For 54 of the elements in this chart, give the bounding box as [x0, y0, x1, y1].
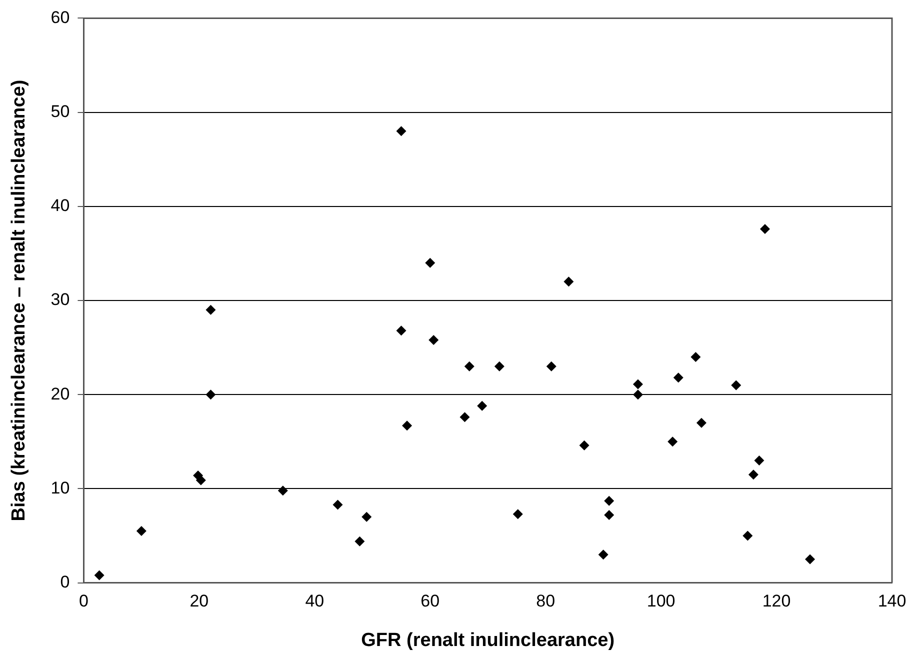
point: [278, 486, 288, 496]
x-axis-title: GFR (renalt inulinclearance): [361, 630, 615, 651]
point: [332, 500, 343, 510]
point: [396, 126, 406, 136]
point: [354, 536, 365, 546]
point: [396, 326, 406, 336]
point: [690, 352, 701, 362]
point: [428, 335, 439, 346]
point: [754, 455, 764, 466]
y-tick-label: 30: [50, 290, 70, 310]
x-tick-label: 40: [305, 592, 324, 611]
point: [206, 304, 216, 315]
point: [805, 554, 816, 564]
point: [731, 380, 742, 390]
point: [362, 512, 372, 522]
point: [696, 418, 706, 428]
y-axis-title: Bias (kreatininclearance – renalt inulinclearance): [8, 80, 30, 522]
point: [494, 361, 504, 372]
point: [564, 276, 574, 287]
x-tick-label: 60: [420, 592, 440, 611]
y-tick-label: 50: [50, 102, 70, 121]
point: [742, 530, 753, 541]
y-tick-label: 20: [50, 384, 70, 404]
x-tick-label: 80: [536, 592, 556, 611]
y-tick-label: 60: [50, 8, 70, 27]
point: [604, 510, 614, 520]
point: [673, 372, 684, 383]
x-tick-label: 0: [78, 592, 88, 611]
point: [632, 390, 643, 400]
point: [598, 550, 608, 560]
point: [668, 436, 678, 447]
point: [579, 440, 590, 450]
y-tick-label: 0: [60, 572, 70, 592]
x-tick-label: 140: [878, 592, 906, 611]
y-tick-label: 10: [50, 478, 70, 498]
point: [512, 509, 523, 520]
point: [402, 420, 412, 431]
point: [196, 475, 206, 486]
point: [460, 412, 470, 422]
x-tick-label: 100: [646, 592, 676, 611]
point: [206, 390, 216, 400]
point: [760, 224, 770, 234]
x-tick-label: 20: [190, 592, 209, 611]
point: [546, 361, 556, 372]
point: [136, 526, 146, 536]
y-tick-label: 40: [50, 196, 70, 216]
point: [425, 258, 436, 268]
point: [94, 570, 104, 580]
point: [604, 496, 614, 506]
point: [464, 361, 474, 372]
point: [748, 470, 758, 480]
x-tick-label: 120: [762, 592, 791, 611]
point: [632, 379, 643, 390]
point: [477, 400, 488, 411]
